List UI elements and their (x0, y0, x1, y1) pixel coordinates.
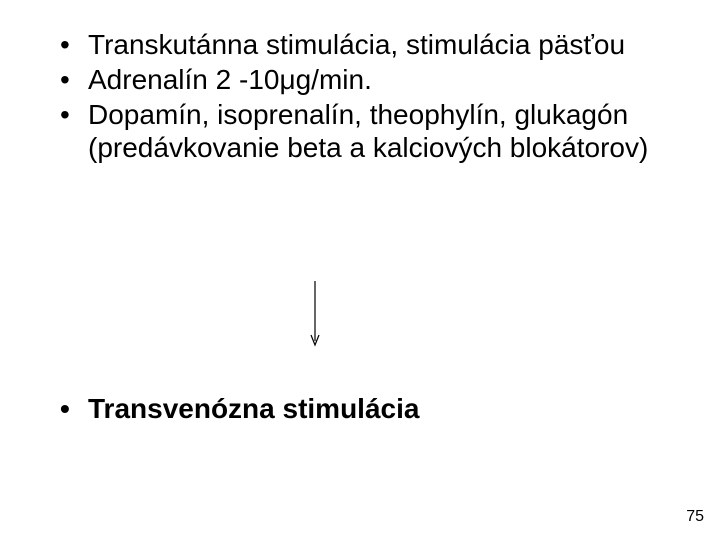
bullet-item: Adrenalín 2 -10μg/min. (88, 63, 660, 96)
down-arrow-icon (305, 279, 325, 358)
bullet-list-bottom-wrap: Transvenózna stimulácia (60, 392, 660, 427)
bullet-text: Adrenalín 2 -10μg/min. (88, 64, 372, 95)
slide: Transkutánna stimulácia, stimulácia päsť… (0, 0, 720, 540)
bullet-list-bottom: Transvenózna stimulácia (60, 392, 660, 425)
bullet-item: Dopamín, isoprenalín, theophylín, glukag… (88, 98, 660, 164)
bullet-item: Transkutánna stimulácia, stimulácia päsť… (88, 28, 660, 61)
bullet-list-top: Transkutánna stimulácia, stimulácia päsť… (60, 28, 660, 164)
bullet-text: Dopamín, isoprenalín, theophylín, glukag… (88, 99, 648, 163)
bullet-text: Transkutánna stimulácia, stimulácia päsť… (88, 29, 625, 60)
page-number: 75 (686, 508, 704, 526)
bullet-text: Transvenózna stimulácia (88, 393, 419, 424)
bullet-item-bold: Transvenózna stimulácia (88, 392, 660, 425)
